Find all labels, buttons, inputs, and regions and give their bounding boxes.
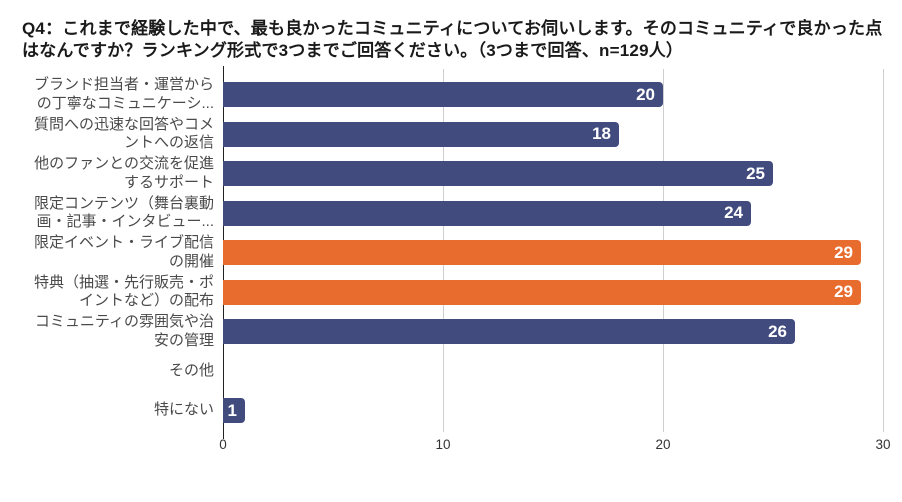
category-label: コミュニティの雰囲気や治 安の管理 <box>34 313 214 349</box>
bar-track: 24 <box>223 200 883 226</box>
bar-value-label: 29 <box>834 282 853 302</box>
bar-track: 18 <box>223 121 883 147</box>
bar: 29 <box>223 279 861 305</box>
bar: 26 <box>223 319 795 345</box>
bar: 18 <box>223 121 619 147</box>
category-label: 限定イベント・ライブ配信 の開催 <box>33 234 214 270</box>
chart-row: 質問への迅速な回答やコメ ントへの返信 18 <box>22 114 883 154</box>
bar: 1 <box>223 398 245 424</box>
bar-chart: ブランド担当者・運営から の丁寧なコミュニケーシ... 20 質問への迅速な回答やコ… <box>22 65 891 461</box>
bar: 20 <box>223 82 663 108</box>
chart-row: 他のファンとの交流を促進 するサポート 25 <box>22 154 883 194</box>
category-label: 特にない <box>153 401 214 419</box>
bar-value-label: 18 <box>592 124 611 144</box>
category-label: 限定コンテンツ（舞台裏動 画・記事・インタビュー... <box>33 194 214 231</box>
category-label: 他のファンとの交流を促進 するサポート <box>34 155 214 191</box>
chart-row: 限定イベント・ライブ配信 の開催 29 <box>22 233 883 273</box>
chart-row: 特典（抽選・先行販売・ポ イントなど）の配布 29 <box>22 272 883 312</box>
bar-track: 26 <box>223 319 883 345</box>
x-tick-label: 20 <box>655 437 671 453</box>
plot-area: ブランド担当者・運営から の丁寧なコミュニケーシ... 20 質問への迅速な回答やコ… <box>22 65 884 440</box>
bar-track: 29 <box>223 279 883 305</box>
bar-track: 29 <box>223 240 883 266</box>
chart-rows: ブランド担当者・運営から の丁寧なコミュニケーシ... 20 質問への迅速な回答やコ… <box>22 75 883 431</box>
bar-track <box>223 359 883 384</box>
bar-value-label: 20 <box>636 84 655 104</box>
bar: 29 <box>223 240 861 266</box>
bar: 24 <box>223 200 751 226</box>
category-label: 特典（抽選・先行販売・ポ イントなど）の配布 <box>33 273 214 310</box>
bar-track: 1 <box>223 398 883 424</box>
bar-value-label: 25 <box>746 163 765 183</box>
category-label: ブランド担当者・運営から の丁寧なコミュニケーシ... <box>33 76 214 112</box>
bar-value-label: 29 <box>834 242 853 262</box>
chart-row: その他 <box>22 351 883 391</box>
category-label: 質問への迅速な回答やコメ ントへの返信 <box>33 115 214 152</box>
chart-row: 特にない 1 <box>22 391 883 431</box>
bar-value-label: 26 <box>768 321 787 341</box>
bar-track: 25 <box>223 161 883 187</box>
x-axis: 0 10 20 30 <box>219 430 890 460</box>
bar-track: 20 <box>223 82 883 108</box>
bar-value-label: 24 <box>724 203 743 223</box>
chart-row: 限定コンテンツ（舞台裏動 画・記事・インタビュー... 24 <box>22 193 883 233</box>
x-tick-label: 0 <box>219 437 227 453</box>
gridline <box>883 68 884 433</box>
category-label: その他 <box>168 361 214 379</box>
chart-title: Q4：これまで経験した中で、最も良かったコミュニティについてお伺いします。そのコ… <box>22 19 883 61</box>
bar: 25 <box>223 161 773 187</box>
x-tick-label: 10 <box>435 437 451 453</box>
bar-value-label: 1 <box>227 400 237 420</box>
chart-row: コミュニティの雰囲気や治 安の管理 26 <box>22 312 883 352</box>
x-tick-label: 30 <box>875 437 891 453</box>
chart-row: ブランド担当者・運営から の丁寧なコミュニケーシ... 20 <box>22 75 883 115</box>
